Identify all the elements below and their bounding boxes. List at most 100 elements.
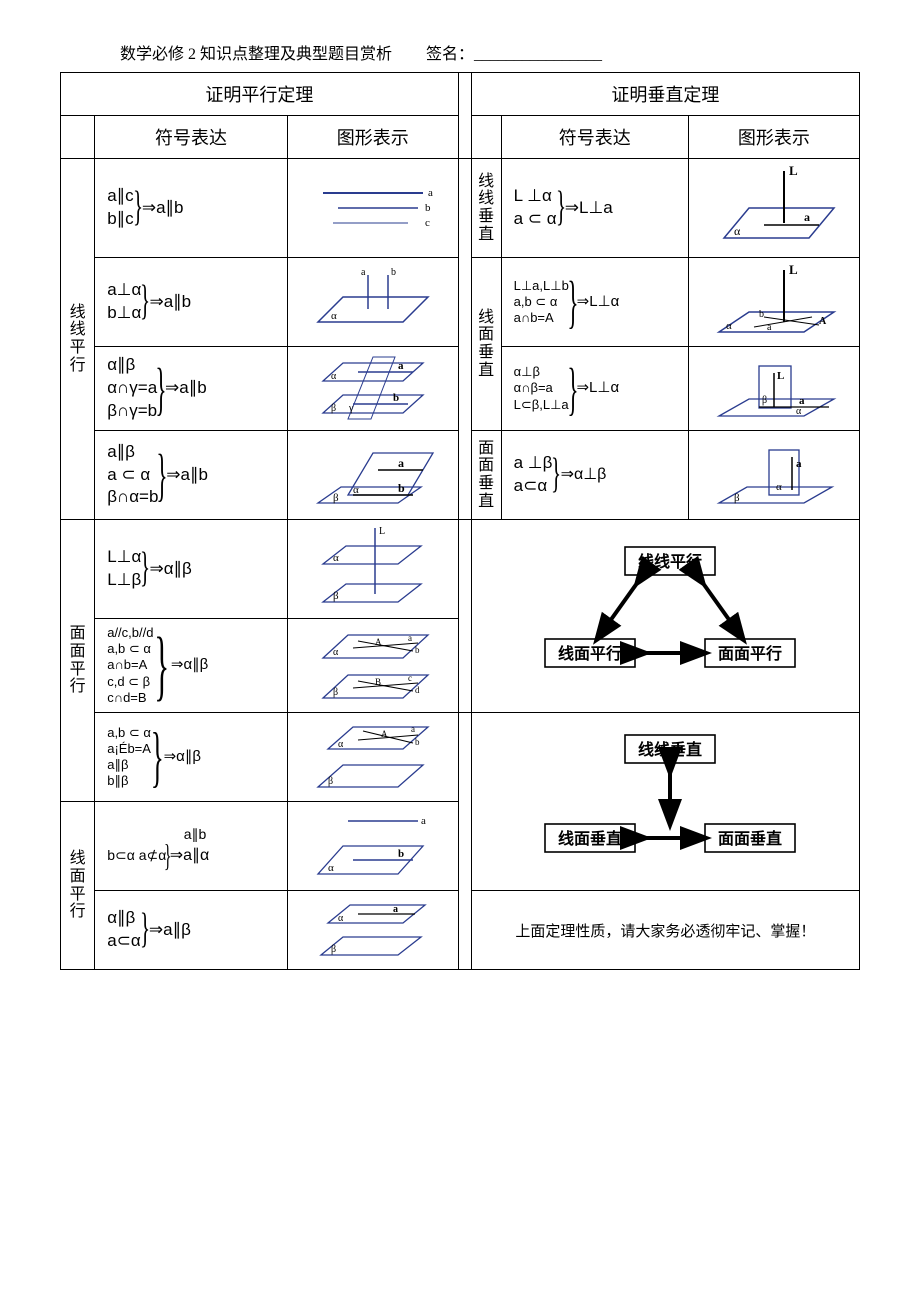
svg-text:b: b bbox=[398, 481, 405, 495]
svg-text:a: a bbox=[361, 267, 366, 278]
svg-text:α: α bbox=[776, 481, 782, 493]
sym-r12: α⊥βα∩β=aL⊂β,L⊥a}⇒L⊥α bbox=[501, 347, 688, 431]
svg-text:面面平行: 面面平行 bbox=[718, 644, 782, 663]
svg-text:α: α bbox=[331, 310, 337, 322]
svg-text:L: L bbox=[789, 163, 798, 178]
svg-text:A: A bbox=[375, 637, 382, 647]
svg-text:a: a bbox=[393, 904, 398, 915]
fig-r7: αβAab bbox=[287, 713, 458, 802]
col-figure-right: 图形表示 bbox=[688, 116, 859, 159]
svg-text:α: α bbox=[726, 320, 732, 332]
footnote: 上面定理性质，请大家务必透彻牢记、掌握！ bbox=[471, 891, 859, 970]
sym-r2: a⊥αb⊥α}⇒a∥b bbox=[95, 258, 288, 347]
svg-text:a: a bbox=[408, 633, 412, 643]
svg-text:β: β bbox=[333, 590, 339, 602]
svg-text:L: L bbox=[789, 262, 798, 277]
fig-r4: ab β α bbox=[287, 431, 458, 520]
sym-r1: a∥cb∥c}⇒a∥b bbox=[95, 159, 288, 258]
vlabel-line-plane-parallel: 线面平行 bbox=[61, 802, 95, 970]
right-title: 证明垂直定理 bbox=[471, 73, 859, 116]
page-header: 数学必修 2 知识点整理及典型题目赏析 签名：________________ bbox=[60, 40, 860, 64]
signature-line: ________________ bbox=[474, 46, 602, 63]
svg-text:d: d bbox=[415, 685, 420, 695]
blank-head bbox=[61, 116, 95, 159]
sym-r5: L⊥αL⊥β}⇒α∥β bbox=[95, 520, 288, 619]
svg-text:L: L bbox=[379, 526, 385, 537]
svg-text:c: c bbox=[425, 217, 430, 229]
svg-text:线线垂直: 线线垂直 bbox=[638, 740, 702, 759]
diagram-parallel-triangle: 线线平行 线面平行 面面平行 bbox=[471, 520, 859, 713]
sym-r7: a,b ⊂ αa¡Éb=Aa∥βb∥β}⇒α∥β bbox=[95, 713, 288, 802]
sym-r13: a ⊥βa⊂α}⇒α⊥β bbox=[501, 431, 688, 520]
col-symbol-right: 符号表达 bbox=[501, 116, 688, 159]
svg-text:β: β bbox=[762, 395, 767, 406]
page-title: 数学必修 2 知识点整理及典型题目赏析 bbox=[120, 46, 392, 63]
sym-r10: L ⊥αa ⊂ α}⇒L⊥a bbox=[501, 159, 688, 258]
col-symbol-left: 符号表达 bbox=[95, 116, 288, 159]
svg-text:α: α bbox=[734, 224, 741, 238]
svg-text:a: a bbox=[398, 456, 404, 470]
sym-r9: α∥βa⊂α}⇒a∥β bbox=[95, 891, 288, 970]
vlabel-line-line-parallel: 线线平行 bbox=[61, 159, 95, 520]
svg-text:α: α bbox=[328, 862, 334, 874]
svg-text:β: β bbox=[333, 492, 339, 504]
fig-r1: abc bbox=[287, 159, 458, 258]
sym-r6: a//c,b//da,b ⊂ αa∩b=Ac,d ⊂ βc∩d=B}⇒α∥β bbox=[95, 619, 288, 713]
svg-text:α: α bbox=[353, 484, 359, 496]
signature-label: 签名： bbox=[426, 46, 474, 63]
svg-text:b: b bbox=[415, 645, 420, 655]
svg-text:a: a bbox=[421, 815, 426, 827]
svg-text:线线平行: 线线平行 bbox=[638, 552, 702, 571]
sym-r3: α∥βα∩γ=aβ∩γ=b}⇒a∥b bbox=[95, 347, 288, 431]
vlabel-line-plane-perp: 线面垂直 bbox=[471, 258, 501, 431]
svg-text:α: α bbox=[796, 406, 802, 417]
svg-text:b: b bbox=[398, 848, 404, 860]
fig-r2: abα bbox=[287, 258, 458, 347]
svg-text:B: B bbox=[375, 677, 381, 687]
svg-text:b: b bbox=[759, 309, 764, 320]
svg-text:α: α bbox=[338, 913, 344, 924]
svg-text:a: a bbox=[411, 724, 415, 734]
vlabel-plane-plane-parallel: 面面平行 bbox=[61, 520, 95, 802]
svg-text:a: a bbox=[804, 210, 810, 224]
left-title: 证明平行定理 bbox=[61, 73, 459, 116]
col-figure-left: 图形表示 bbox=[287, 116, 458, 159]
svg-text:线面平行: 线面平行 bbox=[558, 644, 622, 663]
vlabel-line-line-perp: 线线垂直 bbox=[471, 159, 501, 258]
fig-r6: αβAabBcd bbox=[287, 619, 458, 713]
svg-text:a: a bbox=[796, 458, 802, 470]
spacer bbox=[458, 73, 471, 159]
diagram-perp-triangle: 线线垂直 线面垂直 面面垂直 bbox=[471, 713, 859, 891]
svg-text:β: β bbox=[328, 776, 333, 787]
spacer bbox=[458, 520, 471, 713]
spacer bbox=[458, 713, 471, 970]
sym-r11: L⊥a,L⊥ba,b ⊂ αa∩b=A}⇒L⊥α bbox=[501, 258, 688, 347]
fig-r10: La α bbox=[688, 159, 859, 258]
svg-text:a: a bbox=[428, 187, 433, 199]
svg-text:γ: γ bbox=[348, 403, 354, 414]
svg-text:a: a bbox=[767, 322, 772, 333]
svg-text:β: β bbox=[331, 944, 336, 955]
fig-r9: a α β bbox=[287, 891, 458, 970]
fig-r3: abαβγ bbox=[287, 347, 458, 431]
fig-r13: a α β bbox=[688, 431, 859, 520]
sym-r8: a∥b b⊂α a⊄α}⇒a∥α bbox=[95, 802, 288, 891]
fig-r12: Laβα bbox=[688, 347, 859, 431]
svg-text:线面垂直: 线面垂直 bbox=[558, 829, 622, 848]
svg-text:A: A bbox=[819, 316, 827, 327]
theorems-table: 证明平行定理 证明垂直定理 符号表达 图形表示 符号表达 图形表示 线线平行 a… bbox=[60, 72, 860, 970]
svg-text:β: β bbox=[734, 492, 740, 504]
svg-text:α: α bbox=[331, 371, 337, 382]
vlabel-plane-plane-perp: 面面垂直 bbox=[471, 431, 501, 520]
svg-text:α: α bbox=[338, 739, 344, 750]
sym-r4: a∥βa ⊂ αβ∩α=b}⇒a∥b bbox=[95, 431, 288, 520]
blank-head2 bbox=[471, 116, 501, 159]
svg-text:b: b bbox=[425, 202, 431, 214]
fig-r11: Lba Aα bbox=[688, 258, 859, 347]
svg-text:α: α bbox=[333, 647, 339, 658]
spacer bbox=[458, 159, 471, 520]
svg-text:L: L bbox=[777, 370, 784, 382]
svg-text:面面垂直: 面面垂直 bbox=[718, 829, 782, 848]
svg-text:α: α bbox=[333, 552, 339, 564]
svg-text:β: β bbox=[331, 403, 336, 414]
